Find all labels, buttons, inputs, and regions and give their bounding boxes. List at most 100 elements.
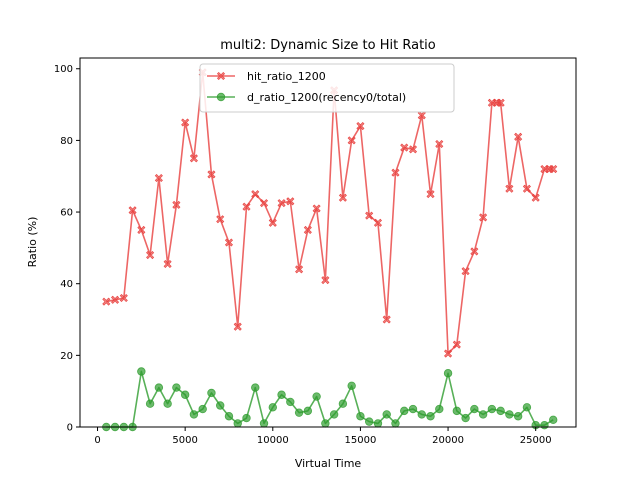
data-point <box>216 215 225 224</box>
x-axis-label: Virtual Time <box>295 457 362 470</box>
data-point <box>189 410 199 419</box>
data-point <box>373 419 383 428</box>
data-point <box>514 132 523 141</box>
data-point <box>356 412 365 421</box>
series-d_ratio_1200(recency0/total) <box>102 367 558 432</box>
data-point <box>470 404 479 414</box>
data-point <box>137 367 146 376</box>
x-tick-label: 15000 <box>345 435 377 446</box>
data-point <box>277 199 286 208</box>
chart-title: multi2: Dynamic Size to Hit Ratio <box>220 38 436 53</box>
legend-item: d_ratio_1200(recency0/total) <box>207 91 406 104</box>
plot-series <box>102 68 558 432</box>
data-point <box>189 154 198 163</box>
data-point <box>505 184 514 193</box>
data-point <box>233 419 242 428</box>
data-point <box>224 238 233 247</box>
data-point <box>216 401 225 410</box>
data-point <box>496 406 505 416</box>
y-tick-label: 60 <box>60 208 73 219</box>
y-tick-label: 40 <box>60 279 73 290</box>
data-point <box>233 322 242 331</box>
data-point <box>207 388 216 398</box>
data-point <box>303 406 313 416</box>
data-point <box>172 200 181 209</box>
data-point <box>224 412 234 421</box>
data-point <box>172 383 181 392</box>
data-point <box>435 404 444 414</box>
data-point <box>180 390 190 399</box>
data-point <box>408 404 418 414</box>
data-point <box>198 404 207 414</box>
data-point <box>461 267 470 276</box>
x-tick-label: 25000 <box>520 435 552 446</box>
data-point <box>435 139 444 149</box>
data-point <box>452 406 462 416</box>
data-point <box>145 399 155 408</box>
data-point <box>373 218 382 227</box>
x-tick-label: 5000 <box>172 435 197 446</box>
data-point <box>400 143 409 152</box>
data-point <box>286 197 295 206</box>
y-tick-label: 20 <box>60 351 73 362</box>
data-point <box>163 399 172 408</box>
data-point <box>242 202 251 211</box>
data-point <box>338 399 348 408</box>
legend-item: hit_ratio_1200 <box>207 70 326 83</box>
data-point <box>312 204 321 213</box>
data-point <box>294 408 304 417</box>
data-point <box>242 413 251 423</box>
x-axis: 0 5000 10000 15000 20000 25000 <box>94 427 552 446</box>
data-point <box>479 213 488 222</box>
x-tick-label: 0 <box>94 435 100 446</box>
data-point <box>549 415 558 425</box>
y-tick-label: 80 <box>60 136 73 147</box>
data-point <box>408 145 418 154</box>
data-point <box>417 410 426 419</box>
data-point <box>452 340 461 349</box>
data-point <box>154 383 164 392</box>
data-point <box>513 412 523 421</box>
data-point <box>549 165 558 174</box>
data-point <box>128 206 137 215</box>
data-point <box>391 168 400 177</box>
data-point <box>268 218 277 227</box>
data-point <box>347 381 356 391</box>
data-point <box>531 193 540 202</box>
data-point <box>163 259 172 269</box>
data-point <box>146 251 155 260</box>
data-point <box>102 297 111 306</box>
y-axis: 0 20 40 60 80 100 <box>54 64 80 434</box>
data-point <box>443 369 453 378</box>
legend-label: hit_ratio_1200 <box>247 70 326 83</box>
data-point <box>312 392 321 401</box>
data-point <box>154 173 163 183</box>
data-point <box>259 419 269 428</box>
data-point <box>417 111 426 120</box>
data-point <box>321 276 330 285</box>
data-point <box>277 390 286 399</box>
data-point <box>478 410 488 419</box>
data-point <box>347 136 356 145</box>
x-tick-label: 10000 <box>257 435 289 446</box>
data-point <box>382 410 391 419</box>
data-point <box>505 410 514 419</box>
data-point <box>382 315 391 324</box>
legend-label: d_ratio_1200(recency0/total) <box>247 91 406 104</box>
x-tick-label: 20000 <box>432 435 464 446</box>
data-point <box>321 419 330 428</box>
data-point <box>522 403 532 412</box>
series-line <box>106 370 554 428</box>
data-point <box>207 170 216 179</box>
y-tick-label: 100 <box>54 64 73 75</box>
data-point <box>426 412 435 421</box>
data-point <box>426 190 435 199</box>
data-point <box>522 184 531 193</box>
data-point <box>111 295 120 304</box>
legend: hit_ratio_1200 d_ratio_1200(recency0/tota… <box>199 63 455 113</box>
data-point <box>364 417 374 426</box>
data-point <box>496 98 505 107</box>
data-point <box>329 410 339 419</box>
data-point <box>303 225 312 234</box>
